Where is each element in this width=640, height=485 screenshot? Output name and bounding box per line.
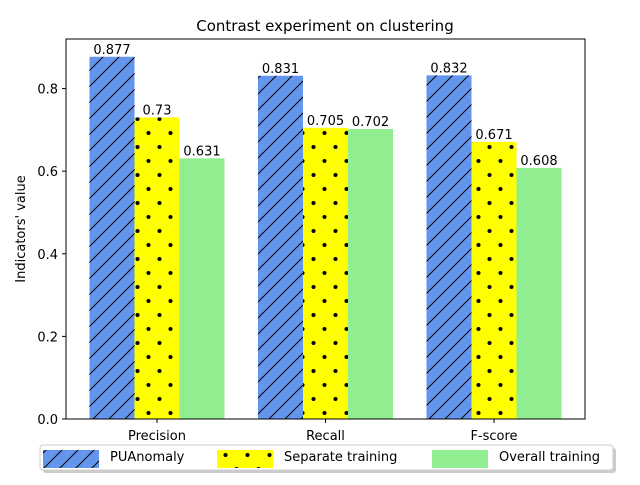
data-label: 0.832 [430,61,467,76]
legend-label: PUAnomaly [110,450,185,465]
data-label: 0.671 [475,128,512,143]
y-tick-label: 0.4 [37,248,58,263]
bar-separate-training-precision [134,117,180,419]
legend-swatch [43,450,99,468]
bar-puanomaly-precision [89,56,135,420]
bar-overall-training-recall [348,129,393,420]
data-label: 0.73 [143,103,172,118]
x-tick-label: Recall [306,429,345,444]
data-label: 0.877 [93,43,130,58]
bar-separate-training-recall [303,127,348,419]
data-label: 0.702 [352,115,389,130]
y-tick-label: 0.8 [37,83,58,98]
legend: PUAnomaly Separate training Overall traini… [39,444,616,473]
y-axis-ticks: 0.0 0.2 0.4 0.6 0.8 [37,83,66,428]
y-tick-label: 0.6 [37,165,58,180]
legend-swatch [432,450,488,468]
bar-separate-training-f-score [471,141,517,419]
data-labels-layer: 0.877 0.73 0.631 0.831 0.705 0.702 0.832 0.671 0… [93,43,557,169]
bar-overall-training-precision [179,158,225,419]
x-tick-label: Precision [128,429,186,444]
chart-title: Contrast experiment on clustering [196,17,453,35]
data-label: 0.631 [183,144,220,159]
legend-swatch [217,450,273,468]
y-axis-label: Indicators' value [14,175,29,282]
data-label: 0.608 [520,154,557,169]
x-axis-ticks: Precision Recall F-score [128,419,518,444]
data-label: 0.705 [307,114,344,129]
legend-label: Overall training [499,450,600,465]
y-tick-label: 0.0 [37,413,58,428]
bar-puanomaly-f-score [426,75,472,419]
y-tick-label: 0.2 [37,330,58,345]
data-label: 0.831 [262,62,299,77]
bar-puanomaly-recall [258,75,303,420]
x-tick-label: F-score [470,429,517,444]
bar-overall-training-f-score [516,167,562,419]
legend-label: Separate training [284,450,397,465]
bars-layer [89,56,562,420]
